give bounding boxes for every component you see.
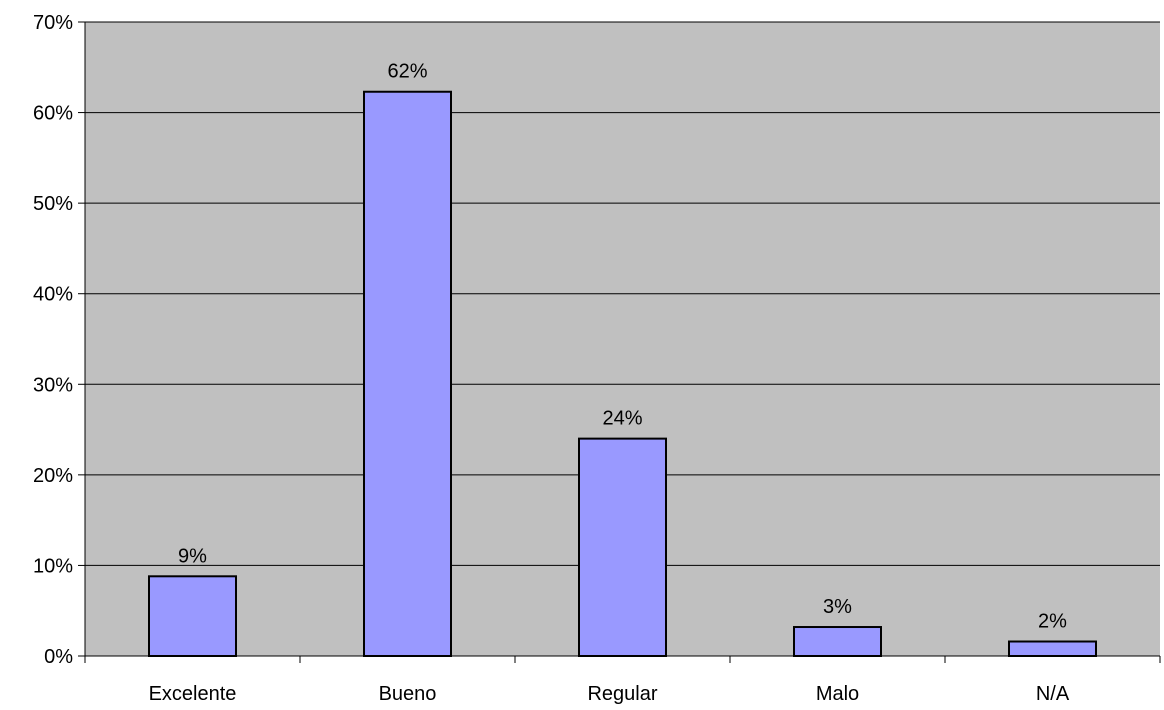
x-category-label: Excelente: [149, 683, 237, 705]
data-label: 3%: [823, 596, 852, 618]
data-labels: 9% 62% 24% 3% 2%: [178, 61, 1067, 633]
y-tick-label: 70%: [33, 12, 73, 34]
y-tick-label: 40%: [33, 284, 73, 306]
bar-malo: [793, 626, 882, 658]
bar-bueno: [363, 90, 452, 658]
y-tick-label: 60%: [33, 103, 73, 125]
bar-regular: [578, 437, 667, 657]
bar-n-a: [1008, 640, 1097, 657]
x-category-label: Bueno: [379, 683, 437, 705]
x-axis-category-labels: Excelente Bueno Regular Malo N/A: [149, 683, 1070, 705]
data-label: 24%: [602, 408, 642, 430]
data-label: 62%: [387, 61, 427, 83]
x-category-label: Regular: [587, 683, 657, 705]
x-category-label: Malo: [816, 683, 859, 705]
bar-excelente: [148, 575, 237, 657]
data-label: 2%: [1038, 611, 1067, 633]
x-category-label: N/A: [1036, 683, 1070, 705]
y-tick-label: 10%: [33, 555, 73, 577]
data-label: 9%: [178, 545, 207, 567]
y-axis-tick-labels: 0% 10% 20% 30% 40% 50% 60% 70%: [33, 12, 73, 668]
y-tick-label: 50%: [33, 193, 73, 215]
axes: [78, 21, 1161, 663]
y-tick-label: 20%: [33, 465, 73, 487]
y-tick-label: 30%: [33, 374, 73, 396]
y-tick-label: 0%: [44, 646, 73, 668]
